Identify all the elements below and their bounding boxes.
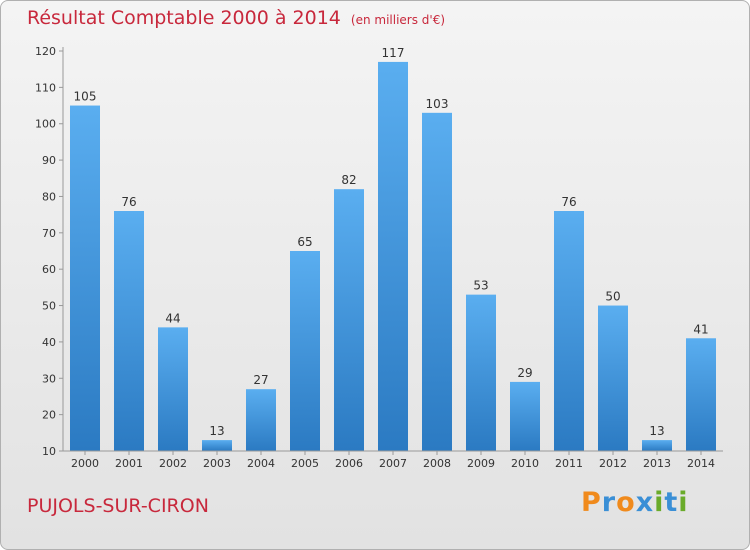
logo-letter: r: [601, 487, 617, 518]
chart-unit: (en milliers d'€): [350, 13, 446, 27]
bar-2014: [686, 338, 716, 451]
bar-2006: [334, 189, 364, 451]
y-tick-label: 80: [42, 190, 56, 203]
logo-letter: i: [678, 487, 689, 518]
bar-2000: [70, 105, 100, 451]
data-label: 44: [165, 311, 180, 325]
chart-title-block: Résultat Comptable 2000 à 2014 (en millie…: [27, 7, 445, 29]
bar-2002: [158, 327, 188, 451]
y-tick-label: 20: [42, 409, 56, 422]
data-label: 105: [74, 90, 97, 104]
bar-2005: [290, 251, 320, 451]
y-tick-label: 100: [35, 118, 56, 131]
y-tick-label: 70: [42, 227, 56, 240]
bar-2007: [378, 61, 408, 452]
chart-title: Résultat Comptable 2000 à 2014: [27, 7, 341, 29]
y-tick-label: 30: [42, 372, 56, 385]
bar-2003: [202, 440, 232, 451]
bar-2011: [554, 211, 584, 451]
axis-layer: 10 20 30 40 50 60 70 80 90 100 110 120 2000 2001 2002 2…: [35, 45, 723, 470]
bar-2010: [510, 381, 540, 451]
y-tick-label: 90: [42, 154, 56, 167]
logo-letter: P: [581, 487, 602, 518]
bar-2001: [114, 211, 144, 451]
data-label: 41: [693, 322, 708, 336]
bars-layer: 105 76 44 13 27 65 82 117 103 53 29 76 50 13 41: [70, 46, 716, 452]
data-label: 29: [517, 366, 532, 380]
data-label: 103: [426, 97, 449, 111]
data-label: 50: [605, 290, 620, 304]
x-tick-label: 2014: [687, 457, 715, 470]
data-label: 76: [121, 195, 136, 209]
x-tick-label: 2000: [71, 457, 99, 470]
bar-2009: [466, 294, 496, 451]
x-tick-label: 2010: [511, 457, 539, 470]
data-label: 117: [382, 46, 405, 60]
bar-2012: [598, 305, 628, 451]
data-label: 76: [561, 195, 576, 209]
y-tick-label: 110: [35, 81, 56, 94]
x-tick-label: 2008: [423, 457, 451, 470]
y-tick-label: 60: [42, 263, 56, 276]
logo-letter: o: [616, 487, 636, 518]
data-label: 13: [649, 424, 664, 438]
location-name: PUJOLS-SUR-CIRON: [27, 495, 209, 517]
x-tick-label: 2003: [203, 457, 231, 470]
bar-2008: [422, 112, 452, 452]
data-label: 53: [473, 279, 488, 293]
x-tick-label: 2009: [467, 457, 495, 470]
bar-2013: [642, 440, 672, 451]
data-label: 82: [341, 173, 356, 187]
logo-letter: x: [635, 487, 655, 518]
x-tick-label: 2007: [379, 457, 407, 470]
y-tick-label: 10: [42, 445, 56, 458]
x-tick-label: 2012: [599, 457, 627, 470]
logo-letter: t: [664, 487, 679, 518]
x-tick-label: 2004: [247, 457, 275, 470]
x-tick-label: 2006: [335, 457, 363, 470]
bar-2004: [246, 389, 276, 451]
logo-letter: i: [654, 487, 665, 518]
x-tick-label: 2002: [159, 457, 187, 470]
x-tick-label: 2001: [115, 457, 143, 470]
y-tick-label: 40: [42, 336, 56, 349]
data-label: 13: [209, 424, 224, 438]
data-label: 65: [297, 235, 312, 249]
x-tick-label: 2011: [555, 457, 583, 470]
data-label: 27: [253, 373, 268, 387]
proxiti-logo: Proxiti: [581, 487, 689, 518]
y-tick-label: 120: [35, 45, 56, 58]
y-tick-label: 50: [42, 300, 56, 313]
x-tick-label: 2013: [643, 457, 671, 470]
x-tick-label: 2005: [291, 457, 319, 470]
